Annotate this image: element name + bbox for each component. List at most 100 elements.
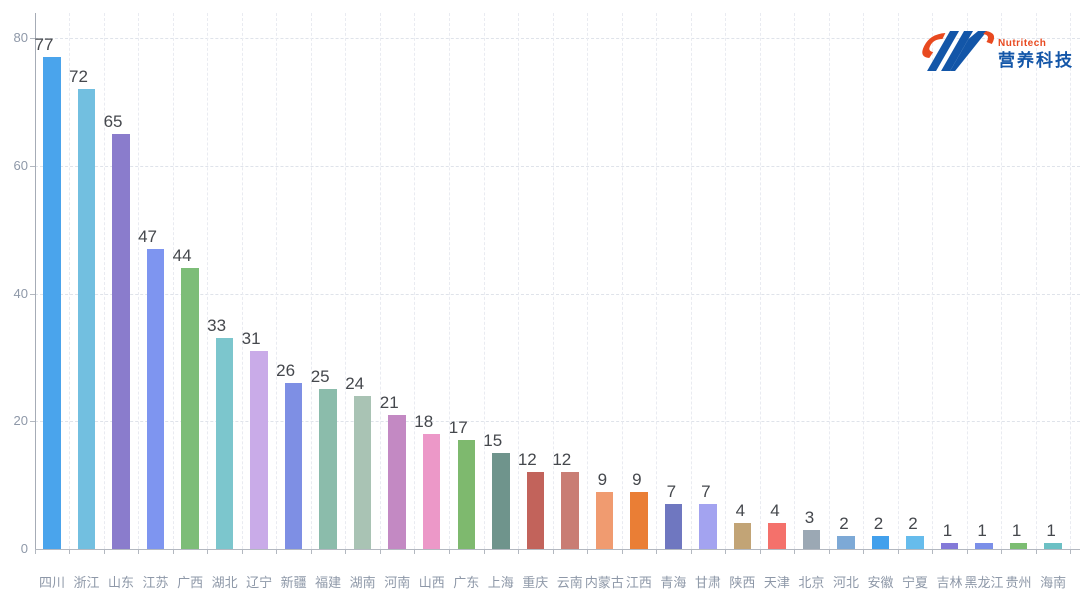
- y-axis-label: 20: [13, 413, 28, 429]
- v-gridline: [863, 13, 865, 549]
- bar-value-label: 2: [908, 514, 918, 534]
- x-axis-label: 内蒙古: [584, 575, 624, 590]
- v-gridline: [794, 13, 796, 549]
- v-gridline: [103, 13, 105, 549]
- bar[interactable]: [43, 57, 61, 549]
- x-axis-tick: [34, 550, 36, 554]
- x-axis-tick: [552, 550, 554, 554]
- v-gridline: [759, 13, 761, 549]
- x-axis-label: 贵州: [1005, 575, 1032, 590]
- bar[interactable]: [768, 523, 786, 549]
- brand-name-en: Nutritech: [998, 37, 1047, 49]
- bar[interactable]: [561, 472, 579, 549]
- bar[interactable]: [492, 453, 510, 549]
- x-axis-tick: [1001, 550, 1003, 554]
- bar-value-label: 15: [483, 431, 503, 451]
- x-axis-label: 青海: [660, 575, 687, 590]
- bar[interactable]: [388, 414, 406, 549]
- bar[interactable]: [250, 351, 268, 549]
- x-axis-label: 浙江: [73, 575, 100, 590]
- x-axis-tick: [966, 550, 968, 554]
- x-axis-tick: [897, 550, 899, 554]
- bar[interactable]: [940, 542, 959, 549]
- bar[interactable]: [837, 536, 855, 549]
- x-axis-label: 云南: [556, 575, 583, 590]
- bar[interactable]: [906, 536, 924, 549]
- bar-value-label: 4: [770, 501, 780, 521]
- bar[interactable]: [526, 472, 545, 549]
- v-gridline: [69, 13, 71, 549]
- y-axis-line: [34, 13, 36, 549]
- bar[interactable]: [802, 529, 821, 549]
- bar[interactable]: [699, 504, 717, 549]
- x-axis-label: 海南: [1040, 575, 1067, 590]
- y-gridline: [34, 38, 1080, 39]
- x-axis-label: 黑龙江: [964, 575, 1004, 590]
- bar-value-label: 12: [517, 450, 537, 470]
- bar-value-label: 18: [414, 412, 434, 432]
- bar-value-label: 44: [172, 245, 192, 265]
- bar[interactable]: [733, 523, 752, 549]
- y-axis-tick: [29, 293, 35, 295]
- bar[interactable]: [353, 395, 372, 549]
- x-axis-tick: [932, 550, 934, 554]
- bar-value-label: 31: [241, 329, 261, 348]
- v-gridline: [138, 13, 140, 549]
- bar[interactable]: [422, 434, 441, 549]
- bar-value-label: 3: [804, 507, 815, 527]
- x-axis-tick: [828, 550, 830, 554]
- logo-mark: [922, 31, 995, 71]
- x-axis-label: 新疆: [280, 575, 307, 590]
- bar-value-label: 1: [942, 520, 953, 540]
- bar-value-label: 4: [735, 501, 746, 521]
- bar-value-label: 7: [666, 482, 677, 502]
- bar[interactable]: [457, 440, 475, 549]
- y-gridline: [34, 293, 1080, 295]
- x-axis-tick: [310, 550, 312, 554]
- bar[interactable]: [871, 536, 890, 549]
- bar[interactable]: [595, 491, 614, 549]
- bar-value-label: 24: [345, 373, 365, 393]
- v-gridline: [276, 13, 278, 549]
- x-axis-tick: [621, 550, 623, 554]
- x-axis-tick: [483, 550, 485, 554]
- x-axis-tick: [725, 550, 727, 554]
- bar[interactable]: [77, 89, 96, 549]
- x-axis-label: 宁夏: [901, 575, 929, 590]
- x-axis-label: 陕西: [729, 575, 756, 590]
- x-axis-tick: [690, 550, 692, 554]
- y-axis-label: 60: [13, 157, 28, 173]
- bar[interactable]: [181, 267, 199, 549]
- bar[interactable]: [630, 491, 648, 549]
- x-axis-label: 辽宁: [246, 575, 273, 590]
- x-axis-tick: [241, 550, 243, 554]
- bar[interactable]: [1009, 542, 1028, 549]
- x-axis-label: 北京: [798, 575, 825, 590]
- v-gridline: [587, 13, 589, 549]
- bar-value-label: 2: [873, 514, 884, 534]
- y-gridline: [34, 421, 1080, 423]
- bar-value-label: 9: [597, 469, 608, 489]
- bar[interactable]: [112, 133, 130, 549]
- v-gridline: [1001, 13, 1003, 549]
- bar-value-label: 1: [977, 520, 987, 540]
- x-axis-tick: [414, 550, 416, 554]
- y-axis-tick: [29, 38, 35, 39]
- bar[interactable]: [1044, 542, 1062, 549]
- v-gridline: [310, 13, 312, 549]
- bar-value-label: 47: [138, 226, 158, 246]
- v-gridline: [966, 13, 968, 549]
- x-axis-tick: [863, 550, 865, 554]
- y-axis-label: 40: [13, 285, 28, 301]
- bar[interactable]: [975, 542, 993, 549]
- v-gridline: [414, 13, 416, 549]
- x-axis-tick: [759, 550, 761, 554]
- v-gridline: [725, 13, 727, 549]
- bar[interactable]: [215, 338, 234, 549]
- bar[interactable]: [146, 248, 165, 549]
- bar[interactable]: [664, 504, 683, 549]
- v-gridline: [241, 13, 243, 549]
- bar[interactable]: [319, 389, 337, 549]
- bar[interactable]: [284, 382, 303, 549]
- bar-value-label: 21: [379, 392, 399, 412]
